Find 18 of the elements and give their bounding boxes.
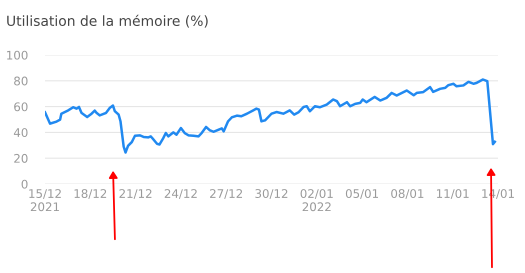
x-tick-label: 21/12 (119, 189, 152, 199)
y-tick-label: 0 (22, 180, 28, 189)
chart-title: Utilisation de la mémoire (%) (7, 14, 208, 28)
y-tick-label: 60 (14, 102, 28, 112)
y-tick-label: 20 (14, 154, 28, 163)
x-tick-label: 24/12 (164, 189, 197, 199)
y-tick-label: 80 (14, 76, 28, 86)
x-tick-label: 05/01 (346, 189, 378, 199)
y-tick-label: 40 (14, 128, 28, 138)
x-tick-label: 02/01 2022 (300, 189, 333, 212)
x-tick-label: 15/12 2021 (29, 189, 61, 212)
y-tick-label: 100 (7, 50, 28, 60)
x-tick-label: 27/12 (210, 189, 242, 199)
line-series (45, 78, 496, 154)
x-tick-label: 18/12 (74, 189, 106, 199)
x-tick-label: 11/01 (436, 189, 469, 199)
x-tick-label: 30/12 (255, 189, 288, 199)
x-tick-label: 08/01 (391, 189, 424, 199)
